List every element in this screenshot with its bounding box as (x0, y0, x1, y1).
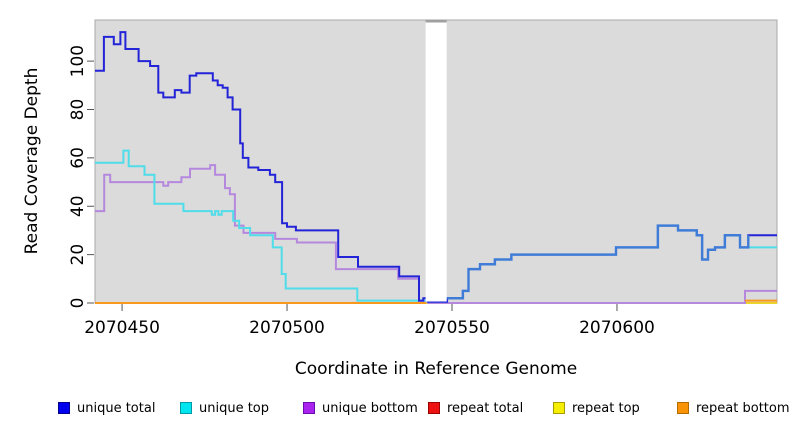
x-tick-label: 2070450 (84, 318, 160, 338)
legend-label: unique total (77, 400, 156, 416)
legend-label: repeat total (447, 400, 524, 416)
y-tick-label: 0 (68, 298, 88, 309)
repeat-top-swatch-icon (553, 402, 565, 414)
unique-bottom-swatch-icon (303, 402, 315, 414)
repeat-bottom-swatch-icon (677, 402, 689, 414)
legend-item-unique-total: unique total (58, 398, 155, 418)
legend: unique total unique top unique bottom repea… (0, 398, 792, 420)
unique-total-swatch-icon (58, 402, 70, 414)
y-tick-label: 100 (68, 45, 88, 77)
y-tick-label: 20 (68, 244, 88, 266)
legend-label: repeat bottom (696, 400, 790, 416)
unique-top-swatch-icon (180, 402, 192, 414)
y-axis-title: Read Coverage Depth (22, 67, 42, 255)
legend-label: repeat top (572, 400, 640, 416)
x-axis-title: Coordinate in Reference Genome (294, 359, 578, 379)
gap-band-cap (425, 19, 447, 23)
y-tick-label: 60 (68, 147, 88, 169)
legend-item-unique-bottom: unique bottom (303, 398, 418, 418)
legend-item-repeat-total: repeat total (428, 398, 523, 418)
x-tick-label: 2070500 (249, 318, 325, 338)
legend-label: unique top (199, 400, 270, 416)
x-tick-label: 2070550 (414, 318, 490, 338)
x-tick-label: 2070600 (579, 318, 655, 338)
legend-item-repeat-bottom: repeat bottom (677, 398, 790, 418)
legend-label: unique bottom (322, 400, 418, 416)
overlap-total-top-line (447, 224, 750, 300)
coverage-gap-band (425, 21, 447, 302)
repeat-total-swatch-icon (428, 402, 440, 414)
series-unique-bottom (95, 164, 777, 304)
series-repeat-bottom (95, 299, 777, 304)
legend-item-repeat-top: repeat top (553, 398, 640, 418)
y-tick-label: 80 (68, 99, 88, 121)
legend-item-unique-top: unique top (180, 398, 269, 418)
y-tick-label: 40 (68, 195, 88, 217)
